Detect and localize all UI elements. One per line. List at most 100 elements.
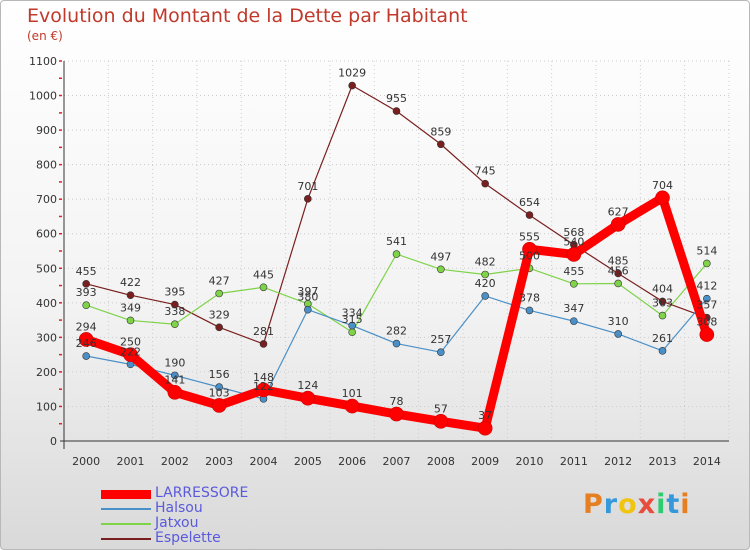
data-point-espelette — [658, 297, 667, 306]
data-label: 190 — [164, 356, 185, 369]
data-label: 250 — [120, 336, 141, 349]
data-label: 1029 — [338, 67, 366, 80]
data-label: 568 — [563, 226, 584, 239]
x-tick-label: 2008 — [427, 455, 455, 468]
chart-subtitle: (en €) — [27, 29, 63, 43]
data-label: 349 — [120, 301, 141, 314]
data-point-larressore — [256, 382, 271, 398]
x-tick-label: 2009 — [471, 455, 499, 468]
x-tick-label: 2000 — [72, 455, 100, 468]
logo-letter: x — [637, 489, 657, 520]
data-label: 338 — [164, 305, 185, 318]
data-label: 101 — [342, 387, 363, 400]
data-point-jatxou — [481, 270, 489, 279]
data-point-halsou — [171, 371, 179, 380]
legend-swatch — [101, 538, 151, 540]
data-point-halsou — [392, 339, 401, 348]
data-label: 445 — [253, 268, 274, 281]
data-label: 156 — [209, 368, 230, 381]
data-label: 541 — [386, 235, 407, 248]
data-point-espelette — [304, 195, 312, 203]
legend-label: Halsou — [155, 500, 203, 516]
data-label: 540 — [563, 235, 584, 248]
data-label: 334 — [342, 307, 363, 320]
data-label: 427 — [209, 274, 230, 287]
data-point-larressore — [477, 420, 493, 436]
x-tick-label: 2012 — [604, 455, 632, 468]
data-point-halsou — [304, 305, 312, 314]
data-label: 456 — [608, 264, 629, 277]
data-label: 347 — [563, 302, 584, 315]
legend-label: Espelette — [155, 530, 221, 546]
data-point-halsou — [703, 294, 711, 303]
data-label: 485 — [608, 254, 629, 267]
data-point-larressore — [211, 398, 227, 413]
x-tick-label: 2005 — [294, 455, 322, 468]
x-tick-label: 2011 — [560, 455, 588, 468]
data-point-espelette — [481, 179, 489, 188]
logo-letter: i — [656, 489, 667, 520]
data-label: 329 — [209, 308, 230, 321]
data-label: 148 — [253, 371, 274, 384]
data-point-jatxou — [703, 259, 711, 268]
data-point-espelette — [437, 140, 445, 149]
data-point-espelette — [171, 300, 179, 309]
data-label: 654 — [519, 196, 540, 209]
data-label: 122 — [253, 380, 274, 393]
chart-title: Evolution du Montant de la Dette par Hab… — [27, 5, 468, 27]
x-tick-label: 2006 — [338, 455, 366, 468]
data-label: 294 — [76, 320, 97, 333]
data-label: 222 — [120, 345, 141, 358]
data-point-larressore — [344, 398, 360, 414]
data-label: 261 — [652, 332, 673, 345]
y-tick-label: 300 — [36, 331, 57, 344]
data-point-larressore — [123, 347, 138, 362]
data-label: 500 — [519, 249, 540, 262]
data-point-jatxou — [259, 283, 268, 292]
data-point-halsou — [525, 306, 534, 315]
data-point-larressore — [300, 390, 316, 406]
y-tick-label: 1000 — [29, 90, 57, 103]
data-point-espelette — [82, 280, 90, 288]
data-point-espelette — [614, 269, 622, 278]
data-point-jatxou — [658, 311, 667, 320]
data-point-jatxou — [215, 289, 223, 298]
data-label: 257 — [430, 333, 451, 346]
data-label: 404 — [652, 282, 673, 295]
data-label: 246 — [76, 337, 97, 350]
data-point-espelette — [126, 291, 135, 300]
data-label: 282 — [386, 325, 407, 338]
data-point-larressore — [699, 327, 715, 342]
data-label: 397 — [297, 285, 318, 298]
data-label: 315 — [342, 313, 363, 326]
data-label: 281 — [253, 325, 274, 338]
data-point-halsou — [437, 348, 445, 357]
data-point-larressore — [610, 217, 626, 232]
y-tick-label: 900 — [36, 124, 57, 137]
legend-swatch — [101, 489, 151, 499]
data-label: 412 — [696, 280, 717, 293]
x-tick-label: 2002 — [161, 455, 189, 468]
y-tick-label: 100 — [36, 400, 57, 413]
data-label: 482 — [475, 255, 496, 268]
x-tick-label: 2013 — [649, 455, 677, 468]
data-label: 124 — [297, 379, 318, 392]
y-tick-label: 600 — [36, 228, 57, 241]
y-tick-label: 200 — [36, 366, 57, 379]
data-point-jatxou — [437, 265, 445, 274]
y-tick-label: 1100 — [29, 55, 57, 68]
data-label: 701 — [297, 180, 318, 193]
data-label: 395 — [164, 286, 185, 299]
data-point-jatxou — [392, 250, 401, 258]
data-point-halsou — [658, 347, 667, 355]
data-point-jatxou — [348, 328, 356, 336]
x-tick-label: 2010 — [516, 455, 544, 468]
data-label: 704 — [652, 179, 673, 192]
data-label: 357 — [696, 299, 717, 312]
data-point-espelette — [259, 340, 268, 348]
data-point-larressore — [566, 247, 582, 262]
data-label: 627 — [608, 205, 629, 218]
x-tick-label: 2007 — [383, 455, 411, 468]
data-point-larressore — [522, 241, 537, 257]
data-point-larressore — [655, 190, 670, 206]
